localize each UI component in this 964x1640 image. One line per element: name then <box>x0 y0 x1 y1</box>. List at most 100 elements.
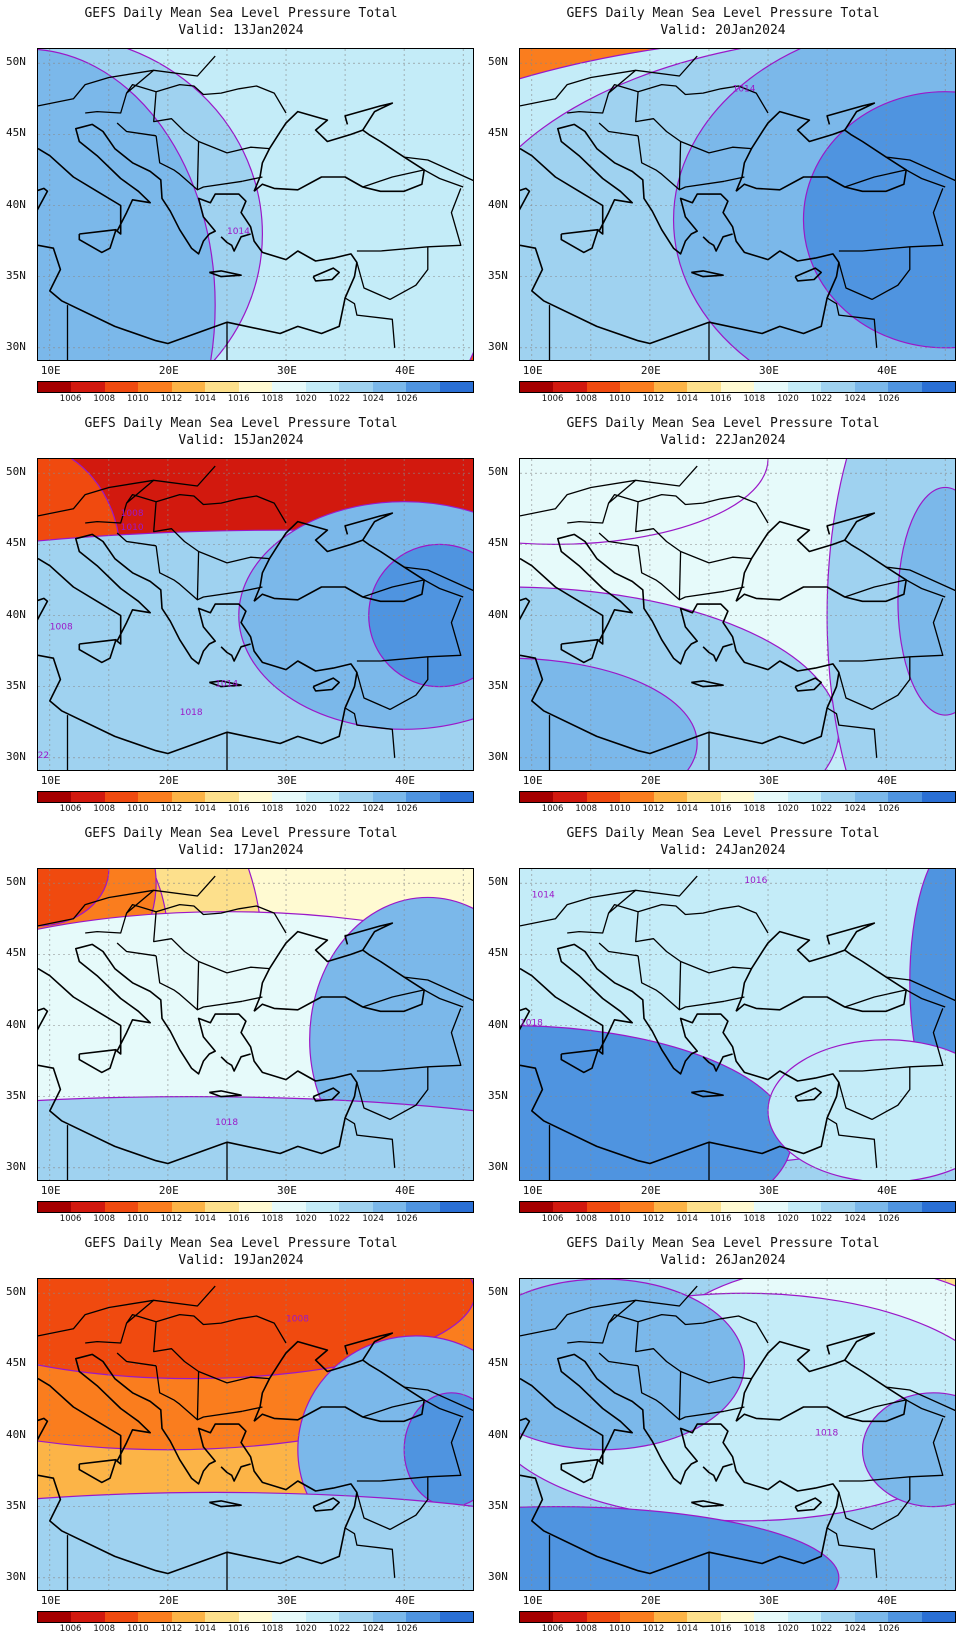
country-border <box>344 1527 396 1578</box>
longitude-label: 10E <box>40 364 61 377</box>
pressure-map: 1008 <box>37 1278 474 1591</box>
colorbar-tick-label: 1012 <box>642 804 665 814</box>
colorbar-swatch <box>205 792 239 802</box>
colorbar-swatch <box>754 382 788 392</box>
longitude-label: 40E <box>395 1594 415 1607</box>
country-border <box>362 989 464 1008</box>
country-border <box>344 1117 396 1168</box>
colorbar-swatch <box>171 382 206 392</box>
colorbar-swatch <box>238 792 273 802</box>
country-border <box>126 875 216 914</box>
country-border <box>886 976 955 1002</box>
panel-valid-date: Valid: 22Jan2024 <box>660 433 786 448</box>
colorbar-tick-label: 1010 <box>127 1624 149 1634</box>
colorbar-tick-label: 1012 <box>160 394 183 404</box>
coastline <box>220 1053 251 1072</box>
country-border <box>116 1352 157 1367</box>
latitude-label: 30N <box>6 1569 26 1583</box>
longitude-label: 40E <box>877 774 897 787</box>
coastline <box>78 1458 117 1484</box>
longitude-label: 30E <box>759 1184 779 1197</box>
coastline <box>826 102 876 131</box>
colorbar-swatch <box>439 792 474 802</box>
colorbar-swatch <box>586 792 621 802</box>
coastline <box>735 110 908 193</box>
latitude-label: 40N <box>488 1017 508 1031</box>
latitude-label: 50N <box>6 55 26 69</box>
colorbar-swatch <box>888 792 922 802</box>
coastline <box>312 1087 341 1102</box>
colorbar-swatch <box>104 382 139 392</box>
colorbar-tick-label: 1014 <box>194 394 216 404</box>
country-border <box>404 976 473 1002</box>
country-border <box>153 501 270 564</box>
colorbar-tick-label: 1026 <box>877 1624 900 1634</box>
colorbar-tick-label: 1016 <box>709 1624 732 1634</box>
colorbar-swatch <box>620 382 654 392</box>
coastline <box>560 1458 599 1484</box>
country-border <box>356 598 462 662</box>
colorbar-swatch <box>687 1612 721 1622</box>
pressure-map: 1016 1014 1018 <box>519 868 956 1181</box>
coastline <box>520 123 840 345</box>
country-border <box>344 297 396 348</box>
country-border <box>242 586 263 592</box>
coastlines <box>38 875 473 1180</box>
colorbar-tick-label: 1016 <box>227 394 250 404</box>
country-border <box>724 1406 745 1412</box>
pressure-contour <box>38 1096 473 1180</box>
country-border <box>724 996 745 1002</box>
longitude-label: 30E <box>277 1594 297 1607</box>
colorbar-swatch <box>372 382 407 392</box>
longitude-label: 20E <box>158 1594 179 1607</box>
colorbar-swatch <box>921 382 956 392</box>
colorbar-swatch <box>553 792 587 802</box>
colorbar-tick-label: 1022 <box>810 1624 833 1634</box>
country-border <box>826 297 878 348</box>
contour-label: 1016 <box>744 876 767 886</box>
colorbar-tick-label: 1008 <box>93 804 116 814</box>
colorbar-tick-label: 1020 <box>295 394 317 404</box>
colorbar <box>519 381 956 393</box>
colorbar-tick-label: 1008 <box>575 1624 598 1634</box>
map-canvas: 1016 1014 1018 <box>520 869 955 1180</box>
coastline <box>520 1353 840 1575</box>
colorbar-tick-label: 1016 <box>709 394 732 404</box>
latitude-label: 40N <box>6 1017 26 1031</box>
country-border <box>196 551 200 600</box>
country-border <box>838 1476 911 1531</box>
coastlines <box>520 1285 955 1590</box>
coastline <box>794 1087 823 1102</box>
colorbar-tick-label: 1006 <box>59 394 82 404</box>
colorbar-swatch <box>71 1202 105 1212</box>
longitude-label: 10E <box>522 774 543 787</box>
coastline <box>520 1417 531 1441</box>
coastline <box>209 1500 242 1508</box>
colorbar-swatch <box>888 1202 922 1212</box>
colorbar-tick-label: 1010 <box>609 1214 631 1224</box>
colorbar-swatch <box>821 792 855 802</box>
map-panel: GEFS Daily Mean Sea Level Pressure Total… <box>482 0 964 410</box>
country-border <box>155 1365 243 1421</box>
coastline <box>691 270 724 278</box>
pressure-fields <box>520 49 955 360</box>
coastline <box>826 1332 876 1361</box>
coastline <box>38 533 358 755</box>
country-border <box>356 188 462 252</box>
longitude-label: 10E <box>40 774 61 787</box>
colorbar-swatch <box>238 1202 273 1212</box>
longitude-label: 30E <box>759 774 779 787</box>
colorbar-swatch <box>138 792 172 802</box>
colorbar-tick-label: 1016 <box>227 1214 250 1224</box>
longitude-label: 40E <box>395 364 415 377</box>
colorbar-swatch <box>888 382 922 392</box>
latitude-label: 45N <box>488 536 508 550</box>
pressure-contour <box>520 657 698 770</box>
coastline <box>209 680 242 688</box>
colorbar-swatch <box>71 382 105 392</box>
panel-title: GEFS Daily Mean Sea Level Pressure Total <box>566 826 880 841</box>
country-border <box>85 83 287 114</box>
coastline <box>38 123 358 345</box>
longitude-label: 20E <box>640 1184 661 1197</box>
latitude-label: 45N <box>488 946 508 960</box>
